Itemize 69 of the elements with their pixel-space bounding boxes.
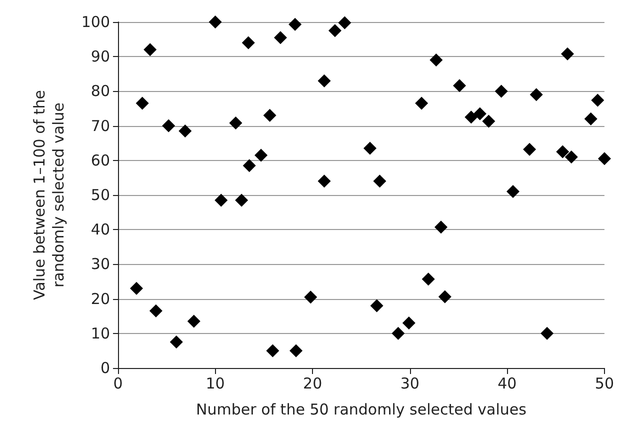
point — [242, 159, 256, 172]
point — [438, 290, 452, 304]
point — [208, 16, 222, 28]
point — [288, 18, 302, 31]
point — [328, 24, 342, 38]
x-tick-label: 50 — [594, 374, 614, 392]
y-tick-label: 80 — [90, 82, 110, 100]
y-tick-label: 10 — [90, 324, 110, 342]
point — [144, 43, 157, 56]
y-axis-title: Value between 1–100 of the randomly selected value — [30, 90, 68, 300]
point — [318, 74, 331, 88]
point — [452, 79, 466, 92]
point — [598, 152, 611, 166]
point — [214, 194, 228, 207]
point — [422, 272, 435, 286]
point — [434, 220, 448, 234]
point — [584, 112, 598, 126]
point — [370, 299, 384, 312]
y-tick-label: 30 — [90, 255, 110, 274]
point — [556, 145, 570, 158]
y-tick-label: 70 — [90, 116, 110, 135]
y-tick-label: 0 — [100, 359, 110, 377]
point — [149, 304, 162, 318]
point — [338, 16, 352, 30]
y-tick-label: 100 — [81, 13, 110, 31]
point — [430, 54, 443, 67]
point — [363, 142, 376, 155]
x-axis-title: Number of the 50 randomly selected values — [196, 400, 527, 418]
point — [464, 110, 478, 124]
point — [290, 344, 303, 358]
point — [415, 96, 428, 110]
y-tick-label: 60 — [90, 151, 110, 170]
point — [373, 174, 386, 188]
point — [494, 84, 508, 98]
y-tick-label: 40 — [90, 220, 110, 239]
point — [392, 326, 405, 340]
point — [187, 314, 200, 328]
x-tick-label: 0 — [113, 374, 123, 392]
y-tick-label: 50 — [90, 186, 110, 204]
y-tick-label: 90 — [90, 48, 110, 66]
point — [523, 142, 536, 156]
point — [130, 282, 143, 295]
point — [560, 47, 574, 60]
x-tick-label: 40 — [498, 374, 517, 392]
point — [564, 150, 578, 164]
point — [136, 96, 149, 110]
x-tick-label: 30 — [400, 374, 420, 392]
point — [254, 148, 268, 162]
point — [263, 108, 276, 122]
point — [274, 31, 287, 44]
point — [235, 194, 248, 207]
point — [178, 124, 192, 138]
point — [402, 316, 416, 330]
point — [242, 36, 255, 50]
y-tick-label: 20 — [90, 290, 110, 308]
point — [170, 336, 183, 349]
x-tick-label: 20 — [303, 374, 322, 392]
point — [162, 119, 176, 132]
point — [473, 107, 486, 120]
point — [591, 94, 604, 107]
point — [530, 88, 543, 102]
point — [229, 116, 242, 130]
point — [304, 290, 318, 304]
point — [318, 174, 331, 188]
point — [506, 185, 520, 198]
point — [266, 344, 280, 358]
point — [540, 326, 554, 340]
x-tick-label: 10 — [206, 374, 225, 392]
point — [482, 114, 496, 128]
